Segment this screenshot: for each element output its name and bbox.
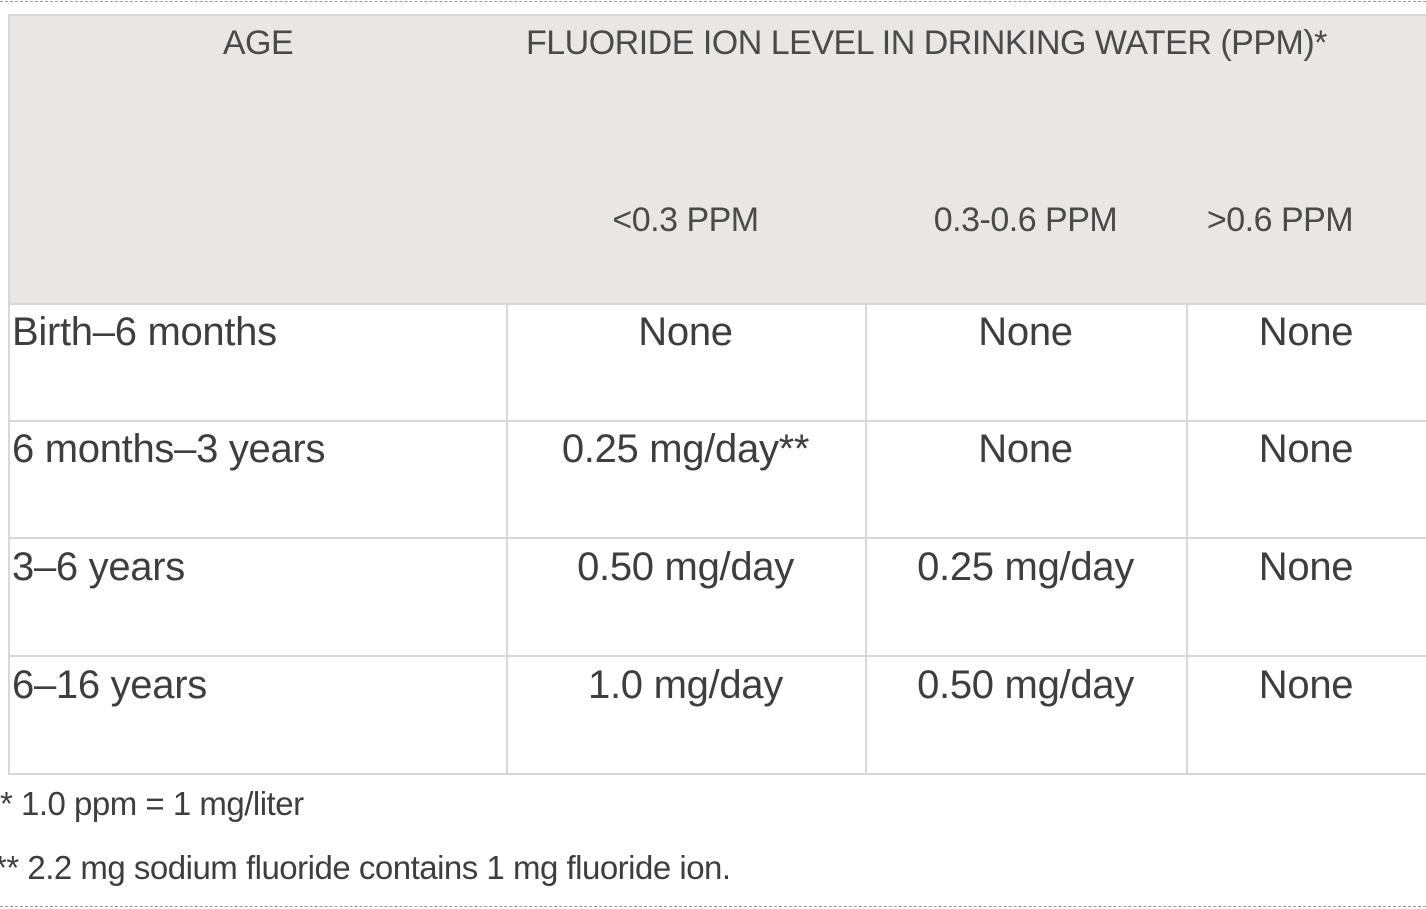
dose-value: None xyxy=(1258,427,1354,471)
dose-cell: None xyxy=(1186,420,1426,539)
age-cell: 3–6 years xyxy=(8,538,508,657)
dose-cell: 0.25 mg/day** xyxy=(506,420,867,539)
dose-cell: None xyxy=(1186,538,1426,657)
age-header-label: AGE xyxy=(222,24,294,62)
bottom-dotted-divider xyxy=(0,906,1426,907)
age-label: 3–6 years xyxy=(12,545,185,589)
dose-cell: 1.0 mg/day xyxy=(506,656,867,775)
dose-value: 0.25 mg/day** xyxy=(561,427,810,471)
dose-value: None xyxy=(638,310,733,354)
dose-cell: None xyxy=(506,303,867,422)
dose-cell: None xyxy=(865,420,1188,539)
subheader-high: >0.6 PPM xyxy=(1186,196,1426,305)
dose-value: None xyxy=(1258,310,1354,354)
group-header: FLUORIDE ION LEVEL IN DRINKING WATER (PP… xyxy=(506,14,1426,198)
dose-value: 0.50 mg/day xyxy=(917,663,1134,707)
footnote-ppm: * 1.0 ppm = 1 mg/liter xyxy=(0,785,304,822)
dose-cell: None xyxy=(1186,656,1426,775)
age-cell: Birth–6 months xyxy=(8,303,508,422)
group-header-label: FLUORIDE ION LEVEL IN DRINKING WATER (PP… xyxy=(526,24,1327,62)
subheader-label: >0.6 PPM xyxy=(1206,201,1354,239)
age-label: 6–16 years xyxy=(12,663,207,707)
dose-value: 0.50 mg/day xyxy=(577,545,794,589)
age-cell: 6–16 years xyxy=(8,656,508,775)
dose-cell: 0.25 mg/day xyxy=(865,538,1188,657)
dose-value: 0.25 mg/day xyxy=(917,545,1134,589)
dose-value: None xyxy=(978,427,1073,471)
subheader-mid: 0.3-0.6 PPM xyxy=(865,196,1188,305)
age-cell: 6 months–3 years xyxy=(8,420,508,539)
dose-cell: None xyxy=(865,303,1188,422)
top-dotted-divider xyxy=(0,1,1426,2)
dose-cell: 0.50 mg/day xyxy=(865,656,1188,775)
age-label: Birth–6 months xyxy=(12,310,277,354)
age-header: AGE xyxy=(8,14,508,305)
subheader-label: 0.3-0.6 PPM xyxy=(933,201,1118,239)
dose-value: None xyxy=(978,310,1073,354)
dose-value: None xyxy=(1258,545,1354,589)
subheader-low: <0.3 PPM xyxy=(506,196,867,305)
dose-value: 1.0 mg/day xyxy=(588,663,783,707)
dose-cell: None xyxy=(1186,303,1426,422)
subheader-label: <0.3 PPM xyxy=(612,201,759,239)
age-label: 6 months–3 years xyxy=(12,427,326,471)
dose-cell: 0.50 mg/day xyxy=(506,538,867,657)
dose-value: None xyxy=(1258,663,1354,707)
footnote-sodium-fluoride: ** 2.2 mg sodium fluoride contains 1 mg … xyxy=(0,849,731,886)
